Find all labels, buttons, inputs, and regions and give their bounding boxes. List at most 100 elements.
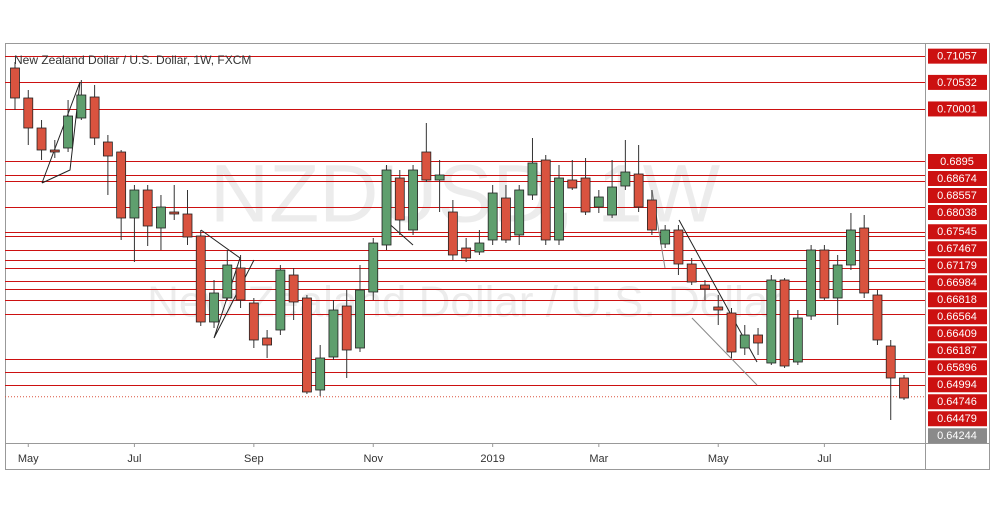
price-label: 0.66564 xyxy=(937,311,977,323)
x-tick-label: Jul xyxy=(817,453,831,465)
price-label-box xyxy=(928,74,987,90)
current-price-label: 0.64244 xyxy=(937,430,977,442)
candle-body xyxy=(288,274,299,303)
price-label-box xyxy=(928,258,987,274)
candle-body xyxy=(540,159,551,241)
candle-body xyxy=(248,302,259,341)
candle-body xyxy=(713,306,724,311)
price-label: 0.71057 xyxy=(937,51,977,63)
candle-body xyxy=(686,263,697,283)
candle-body xyxy=(142,189,153,227)
trend-line xyxy=(691,317,758,386)
candle-body xyxy=(36,127,47,151)
x-tick-label: Jul xyxy=(127,453,141,465)
price-label: 0.64994 xyxy=(937,379,977,391)
price-label: 0.68038 xyxy=(937,207,977,219)
triangle-drawing xyxy=(41,81,81,184)
candle-body xyxy=(89,96,100,139)
x-tick-label: Sep xyxy=(244,453,264,465)
candle-body xyxy=(275,269,286,331)
candle-body xyxy=(447,211,458,256)
price-label: 0.64479 xyxy=(937,413,977,425)
price-label: 0.66187 xyxy=(937,345,977,357)
candle-body xyxy=(195,235,206,323)
price-label: 0.66818 xyxy=(937,294,977,306)
candle-body xyxy=(116,151,127,219)
candle-body xyxy=(646,199,657,231)
price-label: 0.65896 xyxy=(937,362,977,374)
price-label: 0.6895 xyxy=(940,156,974,168)
x-tick-label: Nov xyxy=(363,453,383,465)
price-label-box xyxy=(928,205,987,220)
candle-body xyxy=(739,334,750,349)
price-label: 0.66409 xyxy=(937,328,977,340)
candle-body xyxy=(726,312,737,353)
price-label: 0.67545 xyxy=(937,226,977,238)
candle-body xyxy=(633,173,644,208)
price-label: 0.67179 xyxy=(937,260,977,272)
price-label: 0.64746 xyxy=(937,396,977,408)
candle-body xyxy=(262,337,273,346)
candle-body xyxy=(806,249,817,317)
price-label-box xyxy=(928,377,987,393)
candle-body xyxy=(169,211,180,215)
candle-body xyxy=(328,309,339,358)
price-label-box xyxy=(928,411,987,427)
price-label-box xyxy=(928,309,987,325)
price-label: 0.67467 xyxy=(937,243,977,255)
candle-body xyxy=(302,297,312,393)
candle-body xyxy=(394,177,405,221)
candle-body xyxy=(49,149,60,153)
candle-body xyxy=(846,229,856,266)
candle-body xyxy=(753,334,763,344)
candle-body xyxy=(766,279,777,364)
candle-body xyxy=(580,177,591,213)
price-label-box xyxy=(928,224,987,240)
candle-body xyxy=(527,162,538,196)
candle-body xyxy=(779,279,790,367)
candle-body xyxy=(235,267,246,301)
candle-body xyxy=(315,357,326,391)
candle-body xyxy=(63,115,73,149)
candle-body xyxy=(156,206,166,229)
candle-body xyxy=(341,305,352,351)
price-label: 0.66984 xyxy=(937,277,977,289)
candle-body xyxy=(567,179,578,189)
current-price-box xyxy=(928,428,987,444)
price-label-box xyxy=(928,360,987,376)
price-label-box xyxy=(928,188,987,203)
price-label-box xyxy=(928,101,987,117)
price-label-box xyxy=(928,292,987,308)
candle-body xyxy=(355,289,365,349)
candle-body xyxy=(434,174,445,181)
candle-body xyxy=(885,345,896,379)
candle-body xyxy=(899,377,909,399)
candle-body xyxy=(209,292,219,323)
candle-body xyxy=(487,192,498,241)
price-label-box xyxy=(928,394,987,410)
price-label: 0.70001 xyxy=(937,103,977,115)
x-tick-label: May xyxy=(18,453,39,465)
price-label-box xyxy=(928,171,987,186)
candle-body xyxy=(368,242,379,293)
candle-body xyxy=(10,67,20,99)
frame xyxy=(5,43,990,470)
candle-body xyxy=(23,97,34,129)
candle-body xyxy=(381,169,392,246)
candle-body xyxy=(859,227,870,294)
candle-body xyxy=(129,189,140,219)
candle-body xyxy=(819,249,830,299)
candle-body xyxy=(514,189,525,236)
candle-body xyxy=(660,229,671,245)
price-label-box xyxy=(928,343,987,359)
chart-title: New Zealand Dollar / U.S. Dollar, 1W, FX… xyxy=(14,53,251,67)
candle-body xyxy=(102,141,113,157)
candle-body xyxy=(76,94,87,119)
candle-body xyxy=(620,171,631,187)
candle-body xyxy=(554,177,564,241)
price-label-box xyxy=(928,275,987,291)
candle-body xyxy=(593,196,604,208)
